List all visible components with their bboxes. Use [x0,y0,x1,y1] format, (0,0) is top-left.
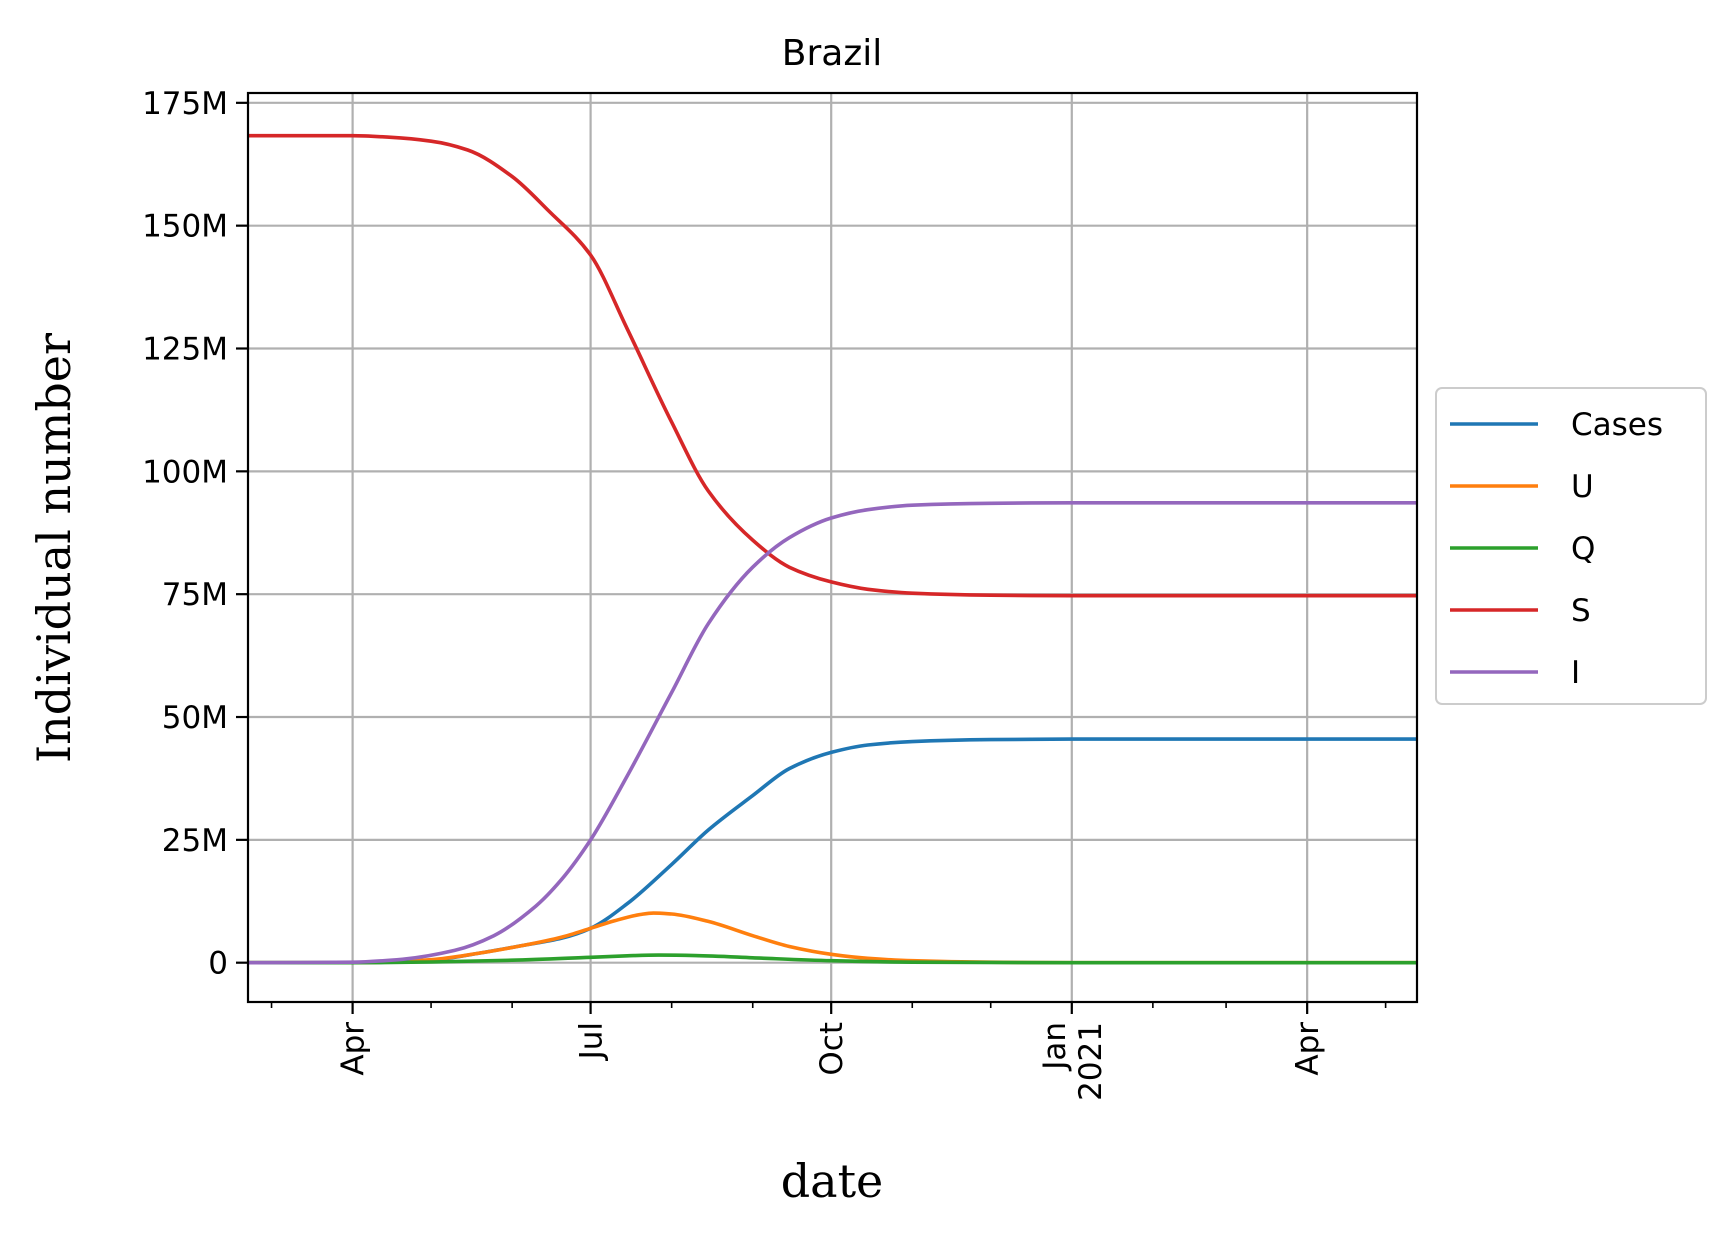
x-tick-label: Jan2021 [1037,1022,1109,1101]
x-tick-label: Apr [1290,1022,1326,1076]
y-axis-label: Individual number [27,333,81,763]
x-tick-label: Oct [814,1022,850,1076]
x-tick-label: Apr [336,1022,372,1076]
y-axis: 0 25M 50M 75M 100M 125M 150M 175M [142,86,248,982]
series-line-cases [248,737,1417,965]
y-tick-label: 175M [142,86,228,122]
chart-title: Brazil [782,33,882,74]
plot-frame [246,91,1419,1004]
legend-label-i: I [1571,655,1580,691]
x-tick-label: Jul [574,1022,610,1061]
series-line-i [247,500,1417,965]
y-tick-label: 125M [142,332,228,368]
y-tick-label: 25M [162,823,228,859]
y-tick-label: 50M [162,700,228,736]
legend-label-s: S [1571,593,1591,629]
series-line-q [248,953,1417,965]
legend-label-cases: Cases [1571,407,1663,443]
legend-box [1435,387,1707,705]
x-axis-label: date [781,1154,884,1208]
y-tick-label: 150M [142,209,228,245]
x-axis: Apr Jul Oct Jan2021 Apr [270,1002,1387,1101]
y-tick-label: 100M [142,454,228,490]
y-tick-label: 75M [162,577,228,613]
series-lines [247,133,1417,965]
grid-lines [248,93,1417,1002]
y-tick-label: 0 [208,946,228,982]
series-line-s [248,133,1417,598]
legend-label-u: U [1571,469,1594,505]
legend-label-q: Q [1571,531,1595,567]
